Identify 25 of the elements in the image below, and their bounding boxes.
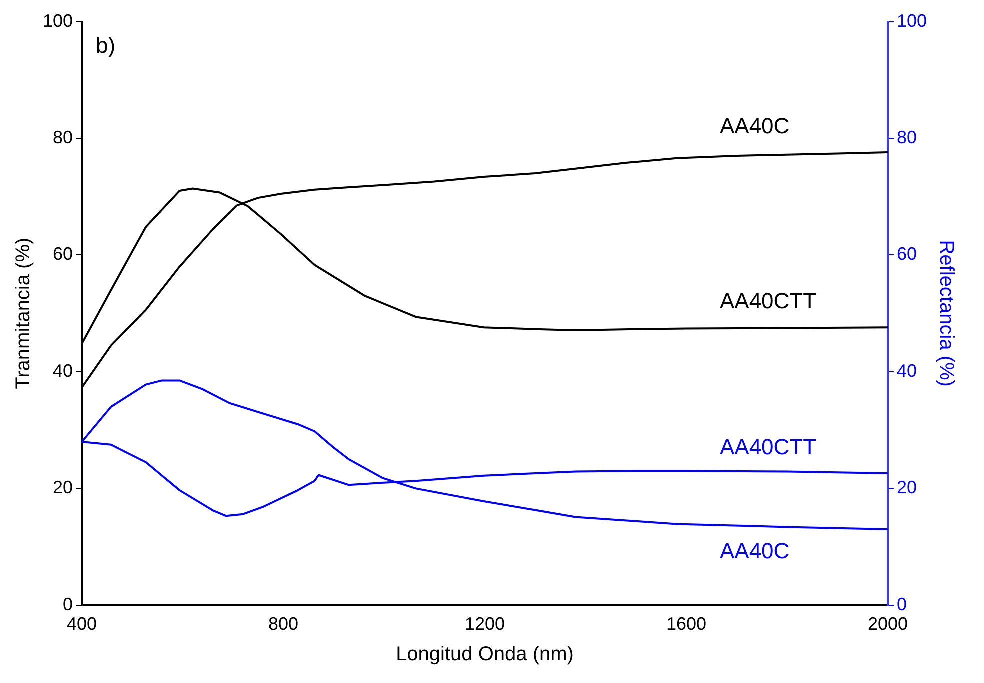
series-label: AA40CTT (720, 288, 817, 314)
y-tick-label: 40 (53, 360, 74, 381)
annotation: b) (96, 32, 116, 58)
x-axis-title: Longitud Onda (nm) (396, 644, 574, 666)
y-tick-label: 20 (53, 478, 74, 498)
x-tick-label: 1600 (666, 614, 707, 634)
y2-tick-label: 100 (896, 10, 928, 31)
x-tick-label: 2000 (868, 614, 908, 634)
y-axis-title: Tranmitancia (%) (12, 238, 35, 390)
y2-tick-label: 80 (896, 127, 917, 148)
series-label: AA40C (720, 114, 790, 139)
series-label: AA40CTT (720, 434, 817, 460)
y-tick-label: 0 (63, 594, 74, 614)
y-tick-label: 60 (53, 244, 74, 264)
series-label: AA40C (720, 538, 790, 564)
x-tick-label: 800 (268, 614, 299, 634)
y2-tick-label: 40 (896, 360, 917, 381)
y-tick-label: 80 (53, 127, 74, 148)
y2-axis-title: Reflectancia (%) (935, 240, 958, 387)
x-tick-label: 1200 (464, 614, 506, 634)
y2-tick-label: 20 (896, 478, 917, 498)
x-tick-label: 400 (67, 614, 98, 634)
y2-tick-label: 0 (896, 594, 907, 614)
y2-tick-label: 60 (896, 244, 917, 264)
y-tick-label: 100 (42, 10, 74, 31)
